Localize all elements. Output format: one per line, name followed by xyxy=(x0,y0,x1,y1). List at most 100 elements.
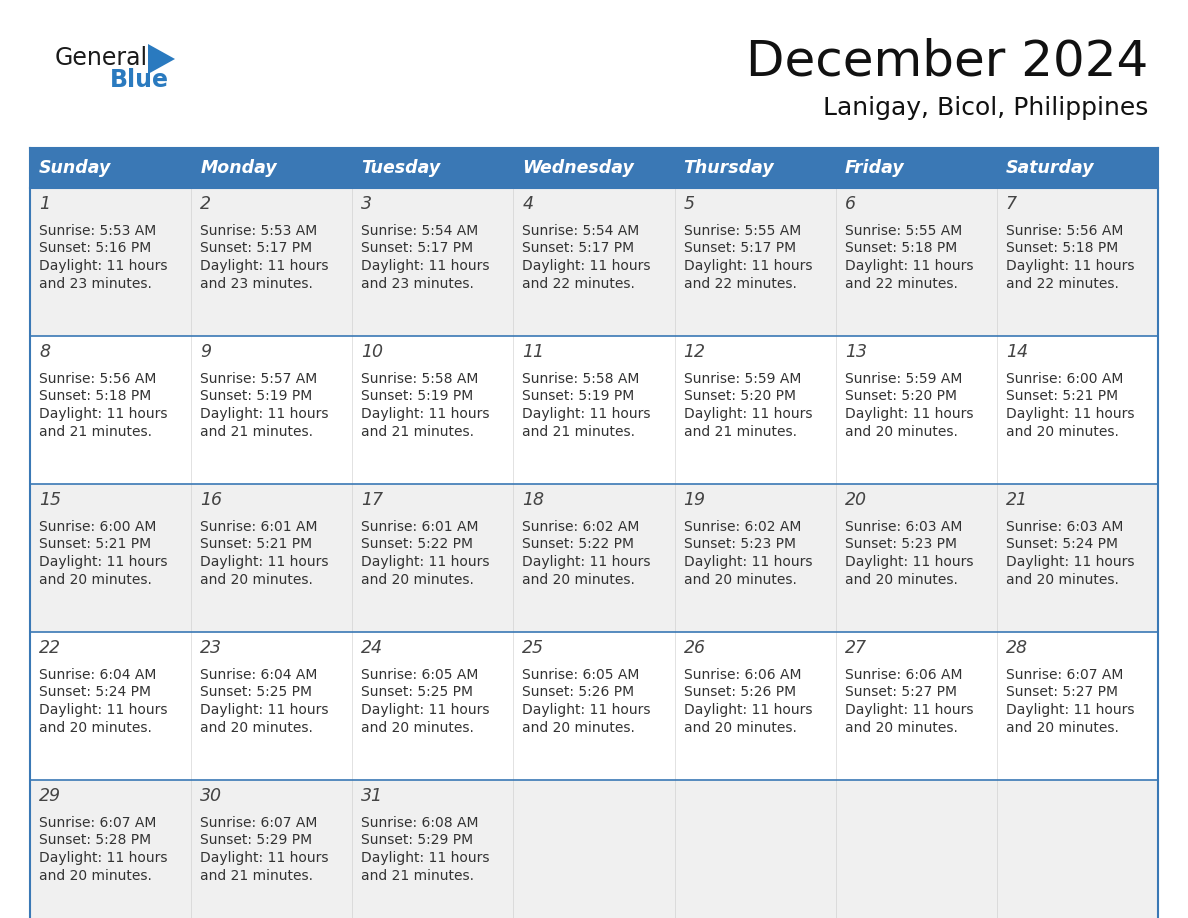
Text: Sunset: 5:24 PM: Sunset: 5:24 PM xyxy=(39,686,151,700)
Text: Daylight: 11 hours: Daylight: 11 hours xyxy=(200,555,329,569)
Text: Friday: Friday xyxy=(845,159,904,177)
Text: Sunset: 5:17 PM: Sunset: 5:17 PM xyxy=(523,241,634,255)
Text: Sunrise: 6:07 AM: Sunrise: 6:07 AM xyxy=(200,816,317,830)
Text: Daylight: 11 hours: Daylight: 11 hours xyxy=(683,703,813,717)
Text: 19: 19 xyxy=(683,491,706,509)
Text: Sunset: 5:23 PM: Sunset: 5:23 PM xyxy=(845,538,956,552)
Text: and 20 minutes.: and 20 minutes. xyxy=(200,721,312,734)
Text: 6: 6 xyxy=(845,195,855,213)
Text: Daylight: 11 hours: Daylight: 11 hours xyxy=(845,555,973,569)
Bar xyxy=(30,336,1158,484)
Text: Daylight: 11 hours: Daylight: 11 hours xyxy=(523,259,651,273)
Text: Sunset: 5:20 PM: Sunset: 5:20 PM xyxy=(683,389,796,404)
Text: Sunset: 5:29 PM: Sunset: 5:29 PM xyxy=(200,834,312,847)
Text: Sunset: 5:20 PM: Sunset: 5:20 PM xyxy=(845,389,956,404)
Text: and 23 minutes.: and 23 minutes. xyxy=(361,276,474,290)
Text: Sunset: 5:24 PM: Sunset: 5:24 PM xyxy=(1006,538,1118,552)
Text: Sunrise: 6:03 AM: Sunrise: 6:03 AM xyxy=(845,520,962,534)
Text: 29: 29 xyxy=(39,787,61,805)
Text: Sunrise: 6:06 AM: Sunrise: 6:06 AM xyxy=(845,668,962,682)
Text: and 20 minutes.: and 20 minutes. xyxy=(845,573,958,587)
Text: Sunrise: 6:03 AM: Sunrise: 6:03 AM xyxy=(1006,520,1123,534)
Text: Sunrise: 5:58 AM: Sunrise: 5:58 AM xyxy=(361,372,479,386)
Text: Blue: Blue xyxy=(110,68,169,92)
Text: Sunrise: 6:04 AM: Sunrise: 6:04 AM xyxy=(200,668,317,682)
Bar xyxy=(675,148,835,188)
Text: Sunset: 5:16 PM: Sunset: 5:16 PM xyxy=(39,241,151,255)
Text: Sunset: 5:22 PM: Sunset: 5:22 PM xyxy=(523,538,634,552)
Bar xyxy=(30,484,1158,632)
Text: Monday: Monday xyxy=(200,159,277,177)
Text: Sunset: 5:17 PM: Sunset: 5:17 PM xyxy=(200,241,312,255)
Text: Sunrise: 5:57 AM: Sunrise: 5:57 AM xyxy=(200,372,317,386)
Text: and 20 minutes.: and 20 minutes. xyxy=(845,721,958,734)
Text: Sunday: Sunday xyxy=(39,159,112,177)
Text: 15: 15 xyxy=(39,491,61,509)
Text: 16: 16 xyxy=(200,491,222,509)
Text: 20: 20 xyxy=(845,491,867,509)
Text: and 20 minutes.: and 20 minutes. xyxy=(683,573,796,587)
Text: Sunrise: 5:55 AM: Sunrise: 5:55 AM xyxy=(683,224,801,238)
Text: Sunset: 5:17 PM: Sunset: 5:17 PM xyxy=(683,241,796,255)
Text: Sunrise: 6:08 AM: Sunrise: 6:08 AM xyxy=(361,816,479,830)
Text: Sunset: 5:21 PM: Sunset: 5:21 PM xyxy=(1006,389,1118,404)
Text: 9: 9 xyxy=(200,343,211,361)
Text: 21: 21 xyxy=(1006,491,1028,509)
Text: Daylight: 11 hours: Daylight: 11 hours xyxy=(200,851,329,865)
Text: Sunrise: 6:06 AM: Sunrise: 6:06 AM xyxy=(683,668,801,682)
Text: 14: 14 xyxy=(1006,343,1028,361)
Text: Daylight: 11 hours: Daylight: 11 hours xyxy=(845,703,973,717)
Text: and 20 minutes.: and 20 minutes. xyxy=(200,573,312,587)
Text: Daylight: 11 hours: Daylight: 11 hours xyxy=(683,259,813,273)
Text: Sunset: 5:18 PM: Sunset: 5:18 PM xyxy=(39,389,151,404)
Text: Sunset: 5:21 PM: Sunset: 5:21 PM xyxy=(39,538,151,552)
Text: Sunset: 5:25 PM: Sunset: 5:25 PM xyxy=(200,686,312,700)
Text: 7: 7 xyxy=(1006,195,1017,213)
Text: Daylight: 11 hours: Daylight: 11 hours xyxy=(1006,259,1135,273)
Text: 13: 13 xyxy=(845,343,867,361)
Text: 18: 18 xyxy=(523,491,544,509)
Text: Daylight: 11 hours: Daylight: 11 hours xyxy=(845,407,973,421)
Text: Sunrise: 5:55 AM: Sunrise: 5:55 AM xyxy=(845,224,962,238)
Text: Daylight: 11 hours: Daylight: 11 hours xyxy=(361,703,489,717)
Polygon shape xyxy=(148,44,175,74)
Text: and 21 minutes.: and 21 minutes. xyxy=(361,868,474,882)
Text: and 20 minutes.: and 20 minutes. xyxy=(683,721,796,734)
Bar xyxy=(191,148,353,188)
Text: 31: 31 xyxy=(361,787,384,805)
Text: Sunrise: 5:56 AM: Sunrise: 5:56 AM xyxy=(1006,224,1123,238)
Text: Daylight: 11 hours: Daylight: 11 hours xyxy=(39,555,168,569)
Text: and 21 minutes.: and 21 minutes. xyxy=(39,424,152,439)
Text: and 20 minutes.: and 20 minutes. xyxy=(1006,721,1119,734)
Text: Daylight: 11 hours: Daylight: 11 hours xyxy=(1006,703,1135,717)
Text: 2: 2 xyxy=(200,195,211,213)
Text: and 20 minutes.: and 20 minutes. xyxy=(39,573,152,587)
Text: Daylight: 11 hours: Daylight: 11 hours xyxy=(361,851,489,865)
Bar xyxy=(30,188,1158,336)
Text: Sunrise: 6:04 AM: Sunrise: 6:04 AM xyxy=(39,668,157,682)
Text: 17: 17 xyxy=(361,491,384,509)
Text: Thursday: Thursday xyxy=(683,159,775,177)
Text: Daylight: 11 hours: Daylight: 11 hours xyxy=(1006,407,1135,421)
Text: and 21 minutes.: and 21 minutes. xyxy=(200,868,314,882)
Text: Daylight: 11 hours: Daylight: 11 hours xyxy=(523,703,651,717)
Text: and 23 minutes.: and 23 minutes. xyxy=(39,276,152,290)
Bar xyxy=(513,148,675,188)
Text: Tuesday: Tuesday xyxy=(361,159,441,177)
Text: Sunrise: 6:02 AM: Sunrise: 6:02 AM xyxy=(683,520,801,534)
Text: Sunset: 5:26 PM: Sunset: 5:26 PM xyxy=(683,686,796,700)
Text: Sunrise: 5:53 AM: Sunrise: 5:53 AM xyxy=(200,224,317,238)
Text: Sunrise: 5:53 AM: Sunrise: 5:53 AM xyxy=(39,224,157,238)
Text: Sunset: 5:18 PM: Sunset: 5:18 PM xyxy=(1006,241,1118,255)
Text: Sunrise: 5:59 AM: Sunrise: 5:59 AM xyxy=(845,372,962,386)
Text: and 20 minutes.: and 20 minutes. xyxy=(39,868,152,882)
Text: 1: 1 xyxy=(39,195,50,213)
Text: Sunset: 5:25 PM: Sunset: 5:25 PM xyxy=(361,686,473,700)
Text: Daylight: 11 hours: Daylight: 11 hours xyxy=(523,555,651,569)
Text: Sunset: 5:18 PM: Sunset: 5:18 PM xyxy=(845,241,958,255)
Text: and 20 minutes.: and 20 minutes. xyxy=(361,573,474,587)
Bar xyxy=(30,148,191,188)
Text: Daylight: 11 hours: Daylight: 11 hours xyxy=(361,407,489,421)
Bar xyxy=(997,148,1158,188)
Text: Daylight: 11 hours: Daylight: 11 hours xyxy=(200,259,329,273)
